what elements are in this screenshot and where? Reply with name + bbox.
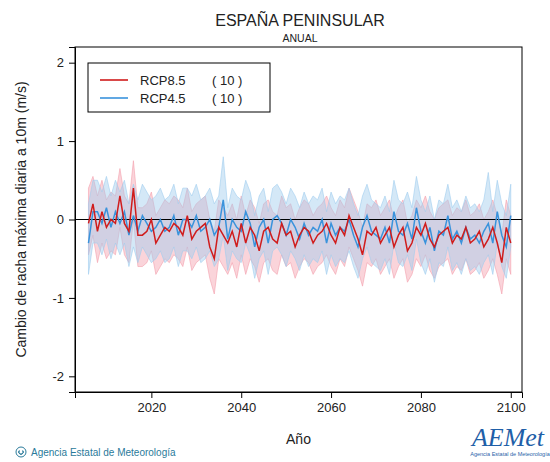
legend-label: RCP8.5 [140, 73, 186, 88]
credit-icon-c [19, 451, 23, 455]
y-tick-label: 2 [57, 55, 64, 70]
y-tick-mark [69, 63, 75, 64]
y-tick-label: 1 [57, 134, 64, 149]
x-tick: 2040 [227, 392, 256, 415]
y-tick: -2 [52, 369, 75, 384]
y-axis-title: Cambio de racha máxima diaria a 10m (m/s… [13, 81, 29, 357]
x-axis: 2020 2040 2060 2080 2100 [76, 392, 526, 415]
y-axis: -2 -1 0 1 2 [52, 48, 75, 393]
title: ESPAÑA PENINSULAR [215, 10, 385, 29]
y-tick-mark [69, 220, 75, 221]
y-tick: 0 [57, 212, 75, 227]
legend-label: RCP4.5 [140, 91, 186, 106]
y-tick-label: 0 [57, 212, 64, 227]
y-tick-mark [69, 376, 75, 377]
legend-count: ( 10 ) [212, 73, 242, 88]
x-tick-mark [241, 392, 242, 398]
logo-text: AEMet [470, 423, 545, 452]
y-tick: 2 [57, 55, 75, 70]
x-tick-label: 2100 [497, 400, 526, 415]
x-tick: 2060 [317, 392, 346, 415]
y-tick-label: -2 [52, 369, 64, 384]
x-axis-title: Año [286, 431, 311, 447]
y-tick-mark [69, 298, 75, 299]
x-axis-line [76, 393, 523, 399]
x-tick-label: 2080 [407, 400, 436, 415]
y-axis-line [69, 48, 76, 393]
x-tick-mark [421, 392, 422, 398]
y-tick-label: -1 [52, 291, 64, 306]
series-line [88, 188, 510, 262]
logo-caption: Agencia Estatal de Meteorología [470, 451, 550, 457]
legend-box [88, 63, 270, 112]
x-tick-mark [151, 392, 152, 398]
x-tick-mark [511, 392, 512, 398]
credit-text: Agencia Estatal de Meteorología [31, 447, 176, 458]
legend-count: ( 10 ) [212, 91, 242, 106]
x-tick: 2020 [137, 392, 166, 415]
logo: AEMetAgencia Estatal de Meteorología [470, 423, 550, 457]
x-tick-mark [331, 392, 332, 398]
legend-swatch [100, 79, 128, 81]
x-tick-label: 2060 [317, 400, 346, 415]
x-tick-label: 2040 [227, 400, 256, 415]
credit: Agencia Estatal de Meteorología [16, 447, 176, 458]
plot-area [75, 157, 522, 294]
chart: ESPAÑA PENINSULARANUAL202020402060208021… [0, 0, 550, 462]
legend: RCP8.5 ( 10 ) RCP4.5 ( 10 ) [88, 63, 270, 112]
x-tick: 2100 [497, 392, 526, 415]
subtitle: ANUAL [282, 32, 317, 44]
plot-frame [75, 47, 522, 392]
y-tick: -1 [52, 291, 75, 306]
x-tick: 2080 [407, 392, 436, 415]
credit-icon [16, 447, 26, 457]
y-tick-mark [69, 141, 75, 142]
x-tick-label: 2020 [137, 400, 166, 415]
y-tick: 1 [57, 134, 75, 149]
legend-swatch [100, 97, 128, 99]
